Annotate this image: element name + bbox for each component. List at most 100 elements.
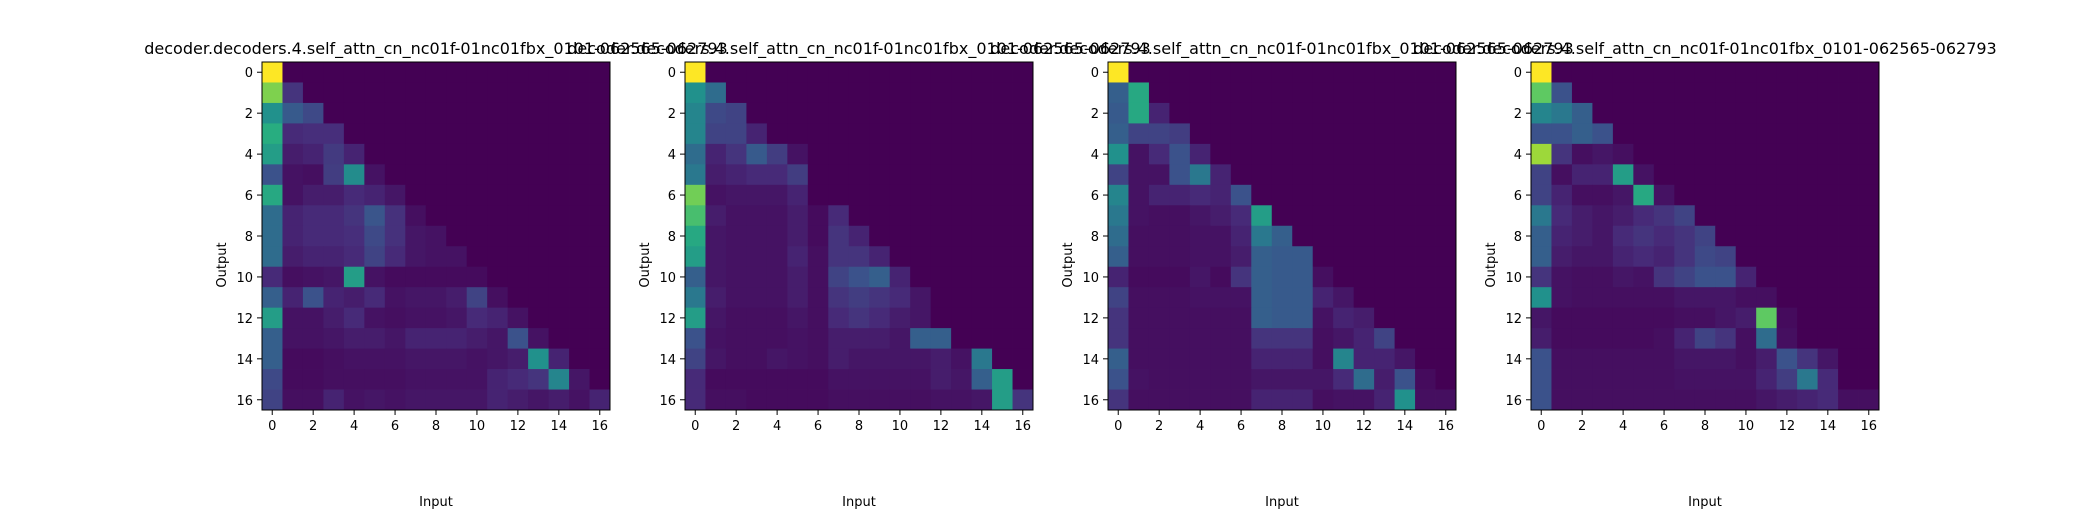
heatmap-cell: [1612, 287, 1634, 309]
heatmap-cell: [302, 123, 324, 145]
heatmap-cell: [1108, 143, 1129, 165]
heatmap-cell: [262, 82, 283, 104]
heatmap-cell: [766, 246, 788, 268]
heatmap-cell: [705, 348, 727, 370]
heatmap-cell: [282, 307, 304, 329]
heatmap-cell: [1333, 82, 1355, 104]
heatmap-cell: [364, 184, 386, 206]
heatmap-cell: [869, 246, 891, 268]
heatmap-cell: [589, 184, 611, 206]
heatmap-cell: [1838, 389, 1859, 411]
heatmap-cell: [1797, 246, 1818, 268]
heatmap-cell: [446, 328, 468, 349]
heatmap-cell: [705, 102, 727, 124]
heatmap-cell: [1715, 287, 1737, 309]
heatmap-cell: [262, 246, 283, 268]
x-tick-label: 6: [391, 419, 399, 434]
heatmap-cell: [1312, 143, 1334, 165]
heatmap-cell: [1531, 164, 1552, 186]
heatmap-cell: [487, 62, 509, 83]
x-tick-label: 16: [1014, 419, 1031, 434]
heatmap-cell: [1551, 143, 1573, 165]
heatmap-cell: [889, 266, 911, 288]
heatmap-cell: [446, 123, 468, 145]
heatmap-cell: [425, 389, 447, 411]
heatmap-cell: [1756, 82, 1778, 104]
heatmap-1-title: decoder.decoders.4.self_attn_cn_nc01f-01…: [144, 39, 727, 59]
heatmap-cell: [1169, 287, 1191, 309]
heatmap-cell: [1251, 287, 1273, 309]
heatmap-cell: [869, 348, 891, 370]
heatmap-cell: [323, 82, 345, 104]
heatmap-cell: [1776, 82, 1798, 104]
heatmap-cell: [971, 123, 993, 145]
heatmap-cell: [1756, 184, 1778, 206]
heatmap-cell: [262, 266, 283, 288]
heatmap-cell: [569, 205, 590, 227]
heatmap-cell: [323, 328, 345, 349]
heatmap-cell: [1817, 102, 1839, 124]
heatmap-cell: [1571, 184, 1593, 206]
heatmap-cell: [1251, 246, 1273, 268]
x-tick-label: 12: [510, 419, 527, 434]
heatmap-cell: [262, 102, 283, 124]
x-tick-label: 10: [469, 419, 486, 434]
heatmap-cell: [1858, 143, 1880, 165]
heatmap-cell: [1612, 123, 1634, 145]
heatmap-cell: [1292, 287, 1314, 309]
heatmap-cell: [364, 205, 386, 227]
heatmap-cell: [951, 389, 972, 411]
heatmap-cell: [1189, 82, 1211, 104]
heatmap-cell: [1251, 82, 1273, 104]
heatmap-cell: [1551, 62, 1573, 83]
heatmap-cell: [1797, 369, 1818, 390]
heatmap-cell: [1571, 389, 1593, 411]
heatmap-cell: [405, 307, 427, 329]
x-tick-label: 8: [1278, 419, 1286, 434]
heatmap-cell: [1415, 123, 1436, 145]
heatmap-cell: [487, 266, 509, 288]
heatmap-cell: [889, 287, 911, 309]
heatmap-cell: [1592, 164, 1614, 186]
x-tick-label: 6: [1660, 419, 1668, 434]
heatmap-cell: [889, 225, 911, 247]
heatmap-cell: [405, 143, 427, 165]
heatmap-cell: [262, 184, 283, 206]
heatmap-cell: [1312, 82, 1334, 104]
heatmap-cell: [569, 62, 590, 83]
heatmap-cell: [787, 225, 809, 247]
heatmap-cell: [930, 287, 952, 309]
heatmap-cell: [951, 143, 972, 165]
heatmap-cell: [1333, 102, 1355, 124]
heatmap-cell: [405, 184, 427, 206]
heatmap-cell: [1128, 389, 1150, 411]
heatmap-cell: [1271, 225, 1293, 247]
heatmap-cell: [262, 348, 283, 370]
heatmap-cell: [1148, 62, 1170, 83]
heatmap-cell: [1435, 266, 1457, 288]
heatmap-cell: [589, 307, 611, 329]
heatmap-4-xticks: 0 2 4 6 8 10 12 14 16: [1537, 410, 1877, 434]
x-tick-label: 16: [591, 419, 608, 434]
heatmap-cell: [848, 184, 870, 206]
heatmap-cell: [1012, 266, 1034, 288]
heatmap-cell: [766, 348, 788, 370]
heatmap-cell: [1674, 389, 1696, 411]
heatmap-cell: [1189, 266, 1211, 288]
heatmap-cell: [1374, 266, 1395, 288]
heatmap-cell: [384, 205, 406, 227]
heatmap-cell: [1592, 82, 1614, 104]
heatmap-cell: [1353, 184, 1375, 206]
heatmap-cell: [930, 369, 952, 390]
heatmap-cell: [1292, 184, 1314, 206]
heatmap-cell: [1394, 62, 1416, 83]
heatmap-cell: [1012, 184, 1034, 206]
heatmap-cell: [1571, 266, 1593, 288]
heatmap-cell: [1756, 266, 1778, 288]
heatmap-cell: [1108, 205, 1129, 227]
heatmap-cell: [1756, 348, 1778, 370]
heatmap-4-xlabel: Input: [1688, 495, 1722, 510]
y-tick-label: 8: [245, 230, 253, 245]
heatmap-cell: [1333, 266, 1355, 288]
heatmap-cell: [1230, 348, 1252, 370]
